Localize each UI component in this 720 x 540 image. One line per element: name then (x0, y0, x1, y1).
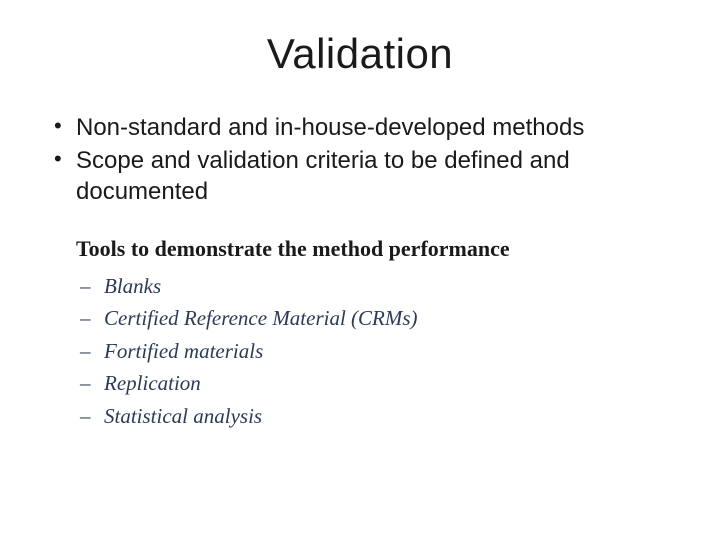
list-item: Statistical analysis (76, 400, 672, 433)
main-bullet-list: Non-standard and in-house-developed meth… (48, 112, 672, 208)
list-item: Fortified materials (76, 335, 672, 368)
page-title: Validation (48, 30, 672, 78)
sub-heading: Tools to demonstrate the method performa… (76, 236, 672, 262)
list-item: Non-standard and in-house-developed meth… (48, 112, 672, 143)
list-item: Blanks (76, 270, 672, 303)
list-item: Replication (76, 367, 672, 400)
sub-bullet-list: Blanks Certified Reference Material (CRM… (76, 270, 672, 433)
slide: Validation Non-standard and in-house-dev… (0, 0, 720, 540)
list-item: Certified Reference Material (CRMs) (76, 302, 672, 335)
list-item: Scope and validation criteria to be defi… (48, 145, 672, 207)
sub-block: Tools to demonstrate the method performa… (76, 236, 672, 433)
